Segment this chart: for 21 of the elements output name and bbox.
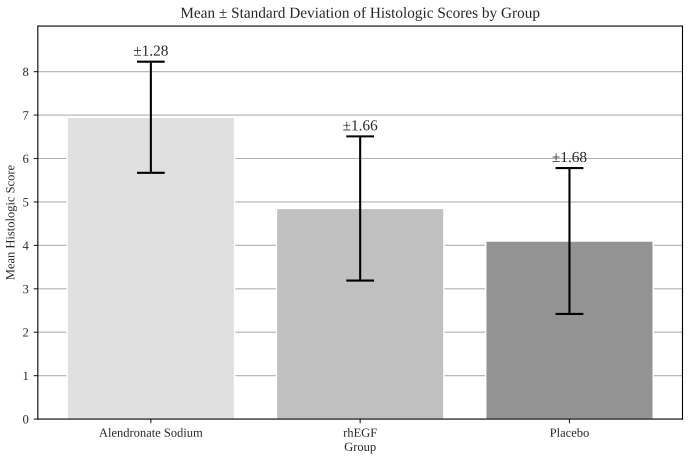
annotation: ±1.66 <box>343 120 378 131</box>
bar <box>485 240 654 420</box>
y-tick-label: 8 <box>23 68 28 76</box>
x-tick-label: Placebo <box>550 428 589 437</box>
chart-title: Mean ± Standard Deviation of Histologic Scores by Group <box>180 6 540 22</box>
y-tick-label: 6 <box>23 154 28 163</box>
x-tick-label: rhEGF <box>343 428 377 437</box>
y-tick-label: 3 <box>23 284 28 294</box>
bar <box>66 116 236 420</box>
annotation: ±1.28 <box>134 45 168 56</box>
x-tick-label: Alendronate Sodium <box>99 428 203 437</box>
y-tick-label: 5 <box>23 198 28 206</box>
annotation: ±1.68 <box>552 152 586 162</box>
y-tick-label: 0 <box>23 415 28 424</box>
y-tick-label: 4 <box>22 241 29 250</box>
y-tick-label: 2 <box>23 328 28 337</box>
y-axis-title: Mean Histologic Score <box>6 165 18 280</box>
bar <box>276 208 445 420</box>
y-tick-label: 1 <box>24 372 28 380</box>
x-axis-title: Group <box>344 442 376 454</box>
y-tick-label: 7 <box>23 111 28 120</box>
